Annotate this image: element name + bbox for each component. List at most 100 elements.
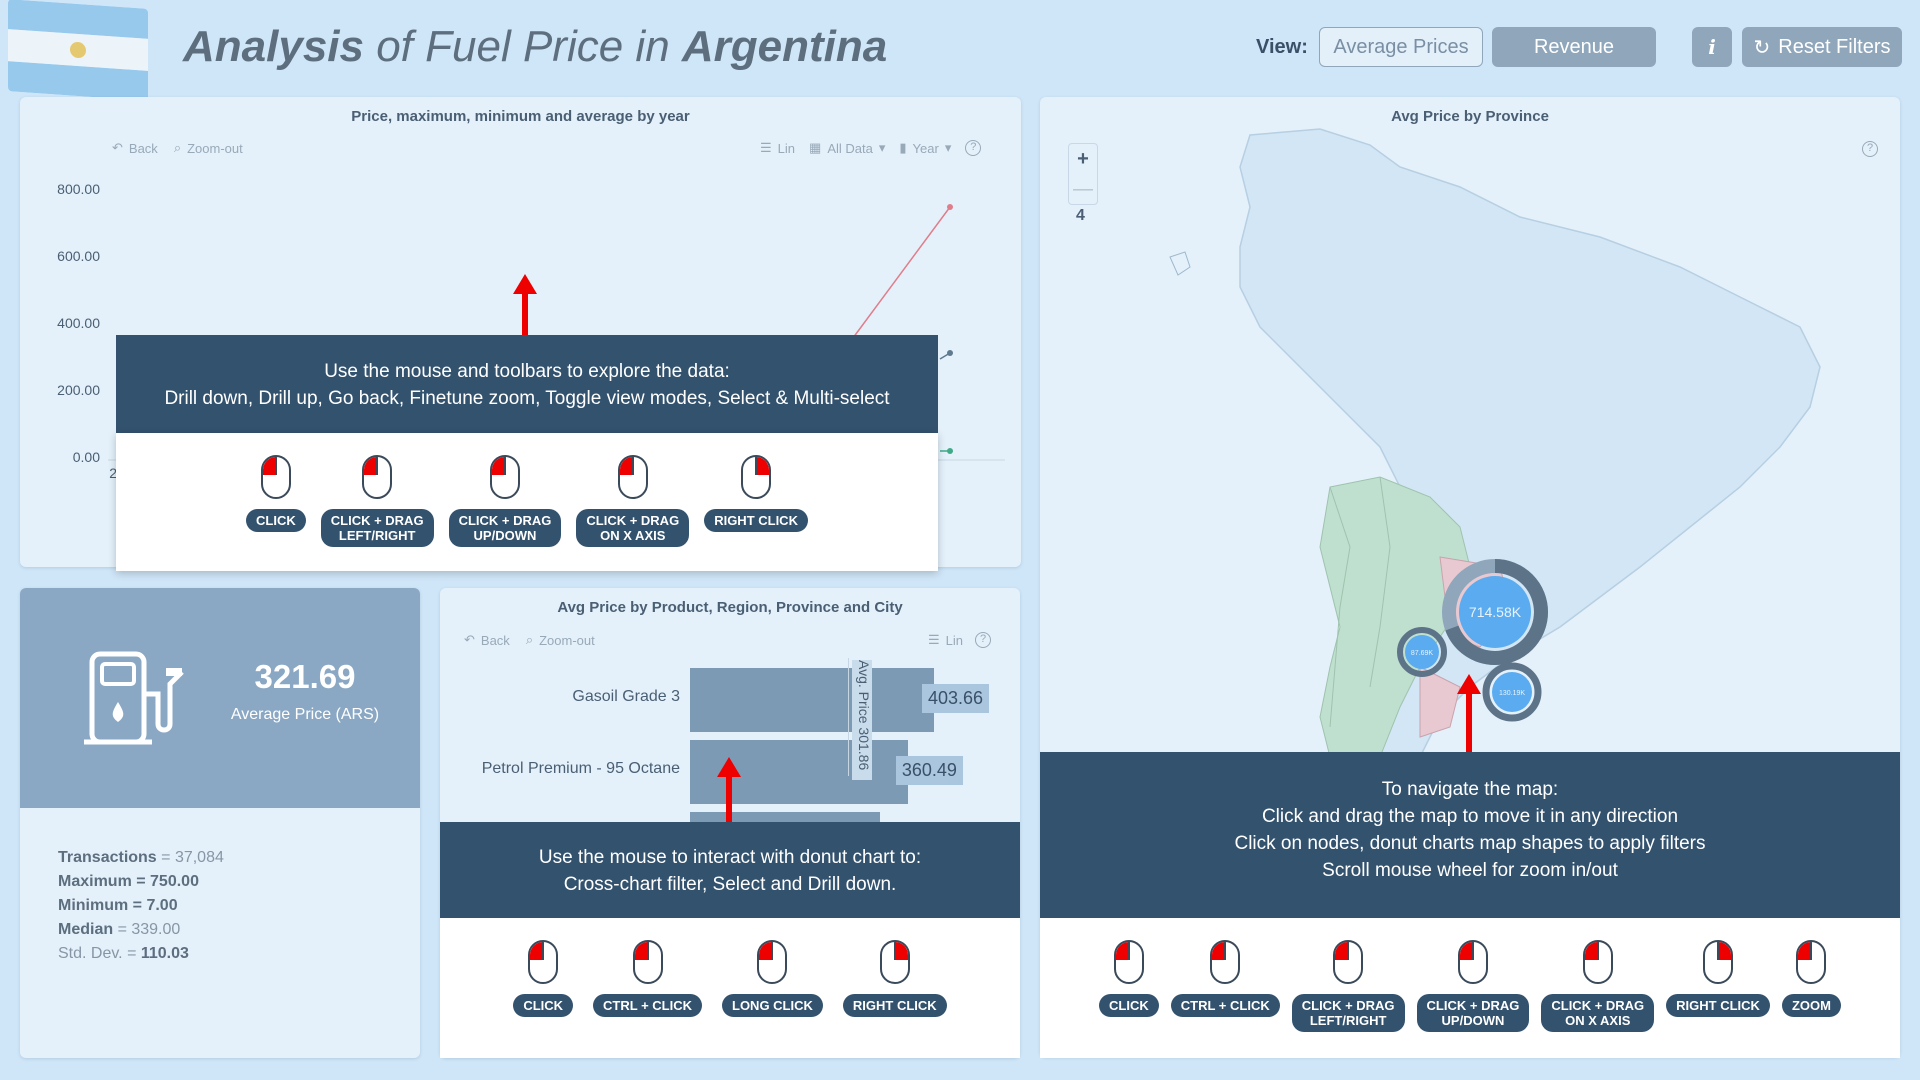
mouse-click-icon bbox=[260, 455, 291, 499]
mouse-right-click-icon bbox=[1703, 940, 1734, 984]
action-right-click: RIGHT CLICK bbox=[1666, 940, 1770, 1017]
help-icon[interactable]: ? bbox=[975, 632, 992, 648]
map-title: Avg Price by Province bbox=[1391, 108, 1549, 125]
map-mouse-legend: CLICK CTRL + CLICK CLICK + DRAG LEFT/RIGH… bbox=[1040, 918, 1900, 1058]
hint-arrow bbox=[717, 757, 741, 823]
list-icon: ☰ bbox=[928, 632, 940, 647]
action-right-click: RIGHT CLICK bbox=[842, 940, 947, 1017]
stat-stddev: Std. Dev. = 110.03 bbox=[58, 945, 189, 962]
kpi-stats: Transactions = 37,084 Maximum = 750.00 M… bbox=[58, 846, 224, 966]
bar[interactable] bbox=[690, 668, 934, 732]
kpi-value: 321.69 bbox=[254, 658, 356, 695]
kpi-label: Average Price (ARS) bbox=[230, 706, 380, 723]
action-drag-up-down: CLICK + DRAG UP/DOWN bbox=[448, 455, 562, 547]
mouse-long-click-icon bbox=[757, 940, 788, 984]
bar-category-label: Petrol Premium - 95 Octane bbox=[481, 760, 680, 777]
zoom-out-icon: ⌕ bbox=[173, 140, 182, 155]
mouse-drag-vertical-icon bbox=[489, 455, 520, 499]
y-tick: 800.00 bbox=[57, 181, 100, 197]
action-drag-left-right: CLICK + DRAG LEFT/RIGHT bbox=[1291, 940, 1405, 1032]
mouse-click-icon bbox=[1113, 940, 1144, 984]
zoom-out-button[interactable]: — bbox=[1073, 178, 1093, 200]
mouse-drag-horizontal-icon bbox=[1333, 940, 1364, 984]
mouse-drag-axis-icon bbox=[617, 455, 648, 499]
period-dropdown[interactable]: Year bbox=[912, 140, 939, 156]
bar-chart-help-overlay: Use the mouse to interact with donut cha… bbox=[440, 822, 1020, 918]
action-long-click: LONG CLICK bbox=[722, 940, 823, 1017]
line-chart-mouse-legend: CLICK CLICK + DRAG LEFT/RIGHT CLICK + DRA… bbox=[116, 433, 938, 571]
bar-data-label: 360.49 bbox=[895, 756, 963, 785]
svg-text:130.19K: 130.19K bbox=[1499, 690, 1525, 697]
list-icon: ☰ bbox=[760, 140, 772, 155]
view-average-prices-button[interactable]: Average Prices bbox=[1319, 27, 1483, 67]
y-tick: 600.00 bbox=[57, 248, 100, 264]
donut-chart-main[interactable]: 714.58K bbox=[1440, 557, 1550, 667]
back-button[interactable]: Back bbox=[480, 632, 510, 648]
zoom-out-icon: ⌕ bbox=[525, 632, 534, 647]
reset-icon: ↻ bbox=[1753, 36, 1771, 59]
help-icon[interactable]: ? bbox=[965, 140, 982, 156]
help-icon[interactable]: ? bbox=[1862, 141, 1878, 157]
mouse-right-click-icon bbox=[741, 455, 772, 499]
bar-category-label: Gasoil Grade 3 bbox=[572, 688, 680, 705]
mouse-drag-axis-icon bbox=[1582, 940, 1613, 984]
action-ctrl-click: CTRL + CLICK bbox=[593, 940, 702, 1017]
reset-filters-button[interactable]: ↻ Reset Filters bbox=[1742, 27, 1902, 67]
mouse-ctrl-click-icon bbox=[1210, 940, 1241, 984]
y-tick: 200.00 bbox=[57, 382, 100, 398]
mouse-drag-horizontal-icon bbox=[362, 455, 393, 499]
action-ctrl-click: CTRL + CLICK bbox=[1170, 940, 1280, 1017]
bar-chart-mouse-legend: CLICK CTRL + CLICK LONG CLICK RIGHT CLIC… bbox=[440, 918, 1020, 1058]
map-zoom-level: 4 bbox=[1076, 207, 1085, 224]
view-revenue-button[interactable]: Revenue bbox=[1492, 27, 1656, 67]
action-drag-x-axis: CLICK + DRAG ON X AXIS bbox=[1541, 940, 1655, 1032]
back-icon: ↶ bbox=[112, 140, 123, 155]
kpi-panel: 321.69 Average Price (ARS) Transactions … bbox=[20, 588, 420, 1058]
action-click: CLICK bbox=[513, 940, 574, 1017]
donut-chart-small-1[interactable]: 87.69K bbox=[1395, 625, 1449, 679]
map-help-overlay: To navigate the map: Click and drag the … bbox=[1040, 752, 1900, 918]
bar-data-label: 403.66 bbox=[922, 684, 990, 713]
data-range-dropdown[interactable]: All Data bbox=[827, 140, 873, 156]
page-title: Analysis of Fuel Price in Argentina bbox=[183, 22, 888, 71]
y-tick: 0.00 bbox=[72, 449, 100, 465]
bar-chart-title: Avg Price by Product, Region, Province a… bbox=[557, 599, 903, 616]
zoom-out-button[interactable]: Zoom-out bbox=[187, 140, 243, 156]
donut-main-label: 714.58K bbox=[1469, 604, 1522, 620]
fuel-pump-icon bbox=[84, 651, 184, 745]
action-drag-left-right: CLICK + DRAG LEFT/RIGHT bbox=[320, 455, 434, 547]
scale-toggle[interactable]: Lin bbox=[945, 632, 964, 648]
stat-maximum: Maximum = 750.00 bbox=[58, 873, 199, 890]
action-click: CLICK bbox=[246, 455, 306, 532]
svg-text:87.69K: 87.69K bbox=[1411, 650, 1434, 657]
line-chart-help-overlay: Use the mouse and toolbars to explore th… bbox=[116, 335, 938, 433]
bar-chart-icon: ▮ bbox=[899, 140, 907, 155]
back-icon: ↶ bbox=[464, 632, 475, 647]
action-drag-up-down: CLICK + DRAG UP/DOWN bbox=[1416, 940, 1530, 1032]
kpi-header: 321.69 Average Price (ARS) bbox=[20, 588, 420, 808]
mouse-right-click-icon bbox=[879, 940, 910, 984]
stat-median: Median = 339.00 bbox=[58, 921, 181, 938]
donut-chart-small-2[interactable]: 130.19K bbox=[1480, 660, 1544, 724]
stat-minimum: Minimum = 7.00 bbox=[58, 897, 178, 914]
action-zoom: ZOOM bbox=[1781, 940, 1841, 1017]
stat-transactions: Transactions = 37,084 bbox=[58, 849, 224, 866]
argentina-flag-logo bbox=[8, 0, 148, 101]
mouse-ctrl-click-icon bbox=[632, 940, 663, 984]
y-tick: 400.00 bbox=[57, 315, 100, 331]
hint-arrow bbox=[513, 274, 537, 336]
zoom-in-button[interactable]: + bbox=[1077, 148, 1089, 170]
line-chart-title: Price, maximum, minimum and average by y… bbox=[351, 108, 690, 125]
scale-toggle[interactable]: Lin bbox=[777, 140, 796, 156]
zoom-out-button[interactable]: Zoom-out bbox=[539, 632, 595, 648]
mouse-click-icon bbox=[528, 940, 559, 984]
map-zoom-control: + — bbox=[1068, 143, 1098, 205]
action-click: CLICK bbox=[1099, 940, 1159, 1017]
hint-arrow bbox=[1457, 674, 1481, 752]
view-label: View: bbox=[1256, 36, 1308, 58]
reference-line-label: Avg. Price 301.86 bbox=[852, 660, 872, 780]
back-button[interactable]: Back bbox=[128, 140, 158, 156]
action-right-click: RIGHT CLICK bbox=[704, 455, 808, 532]
mouse-scroll-icon bbox=[1796, 940, 1827, 984]
info-button[interactable]: i bbox=[1692, 27, 1732, 67]
